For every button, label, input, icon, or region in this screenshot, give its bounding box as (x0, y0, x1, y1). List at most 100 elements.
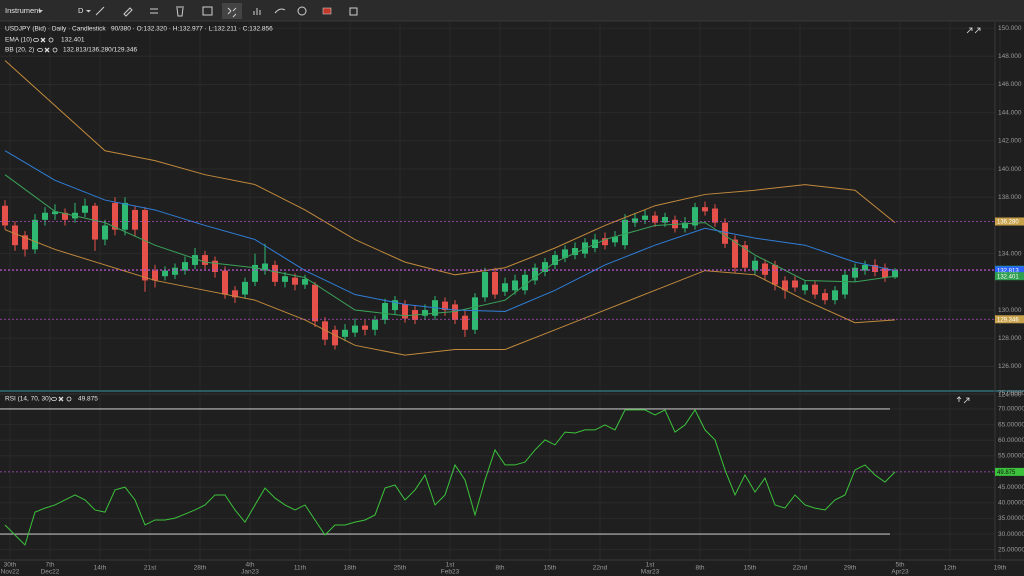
instrument-dropdown[interactable]: Instrument (5, 6, 41, 15)
dropdown-arrow (86, 10, 91, 13)
price-tag-label: 129.346 (997, 317, 1019, 323)
ohlc-readout: 90/380 · O:132.320 · H:132.977 · L:132.2… (111, 26, 273, 33)
candle-body (402, 304, 408, 319)
indicator-line (4, 150, 896, 312)
rsi-line (4, 408, 896, 546)
candle-body (712, 208, 718, 223)
y-tick-label: 134.000 (998, 250, 1022, 257)
candle-body (262, 263, 268, 271)
candle-body (862, 264, 868, 271)
x-tick-label: 1st (646, 562, 655, 569)
candle-body (492, 271, 498, 295)
candle-body (792, 280, 798, 288)
candle-body (152, 270, 158, 281)
maximize-icon[interactable] (966, 27, 981, 34)
toolbar (0, 0, 1024, 21)
candle-body (372, 319, 378, 330)
layout-tool[interactable] (202, 6, 213, 16)
candle-body (22, 235, 28, 250)
settings-icon[interactable] (66, 396, 72, 402)
price-plot (0, 60, 995, 356)
candle-body (142, 209, 148, 281)
candle-body (582, 242, 588, 254)
x-tick-label: 12th (944, 565, 957, 572)
y-tick-label: 128.000 (998, 335, 1022, 342)
candle-body (32, 219, 38, 250)
popout-tool[interactable] (349, 7, 358, 16)
price-tag-label: 132.401 (997, 274, 1019, 280)
candle-body (872, 264, 878, 272)
active-tool-bg (222, 3, 242, 19)
rsi-title: RSI (14, 70, 30) (5, 396, 51, 403)
theme-tool[interactable] (297, 6, 307, 16)
candle-body (662, 216, 668, 223)
candle-body (392, 300, 398, 311)
price-tag-label: 136.280 (997, 220, 1019, 226)
candle-body (352, 325, 358, 333)
candle-body (732, 239, 738, 268)
y-tick-label: 130.000 (998, 307, 1022, 314)
x-tick-label: 21st (144, 565, 156, 572)
candle-body (42, 212, 48, 220)
x-tick-label: 8th (695, 565, 704, 572)
remove-icon[interactable] (58, 396, 64, 402)
x-tick-sublabel: Nov22 (1, 569, 20, 576)
y-tick-label: 65.000000 (998, 421, 1024, 428)
language-flag[interactable] (322, 7, 332, 15)
price-tag (995, 272, 1024, 281)
indicator-name: BB (20, 2) (5, 47, 34, 54)
visibility-icon[interactable] (33, 38, 39, 43)
remove-icon[interactable] (44, 47, 50, 53)
candle-body (162, 270, 168, 277)
candle-body (422, 310, 428, 316)
period-dropdown[interactable]: D (78, 6, 84, 15)
x-tick-sublabel: Apr23 (891, 569, 909, 576)
candle-body (722, 222, 728, 244)
x-tick-label: 22nd (793, 565, 808, 572)
settings-icon[interactable] (52, 47, 58, 53)
candle-body (332, 329, 338, 346)
y-tick-label: 40.000000 (998, 499, 1024, 506)
candle-body (82, 205, 88, 213)
candle-body (272, 264, 278, 282)
settings-icon[interactable] (48, 37, 54, 43)
candle-body (702, 207, 708, 212)
candle-body (122, 202, 128, 230)
candle-body (102, 225, 108, 240)
legend-icons (33, 27, 981, 404)
x-tick-label: 4th (245, 562, 254, 569)
indicator-tool[interactable] (253, 8, 261, 15)
x-tick-label: 22nd (593, 565, 608, 572)
x-tick-label: 1st (446, 562, 455, 569)
visibility-icon[interactable] (51, 396, 57, 401)
fib-tool[interactable] (150, 8, 158, 14)
x-tick-label: 7th (45, 562, 54, 569)
delete-tool[interactable] (176, 6, 184, 17)
pencil-tool[interactable] (123, 7, 133, 17)
candle-body (652, 215, 658, 223)
candle-body (212, 260, 218, 272)
candle-body (302, 279, 308, 285)
remove-icon[interactable] (40, 37, 46, 43)
fit-tool[interactable] (227, 7, 237, 18)
candle-body (532, 267, 538, 281)
candle-body (752, 260, 758, 271)
candle-body (2, 205, 8, 226)
candle-body (782, 280, 788, 291)
candle-body (602, 238, 608, 246)
candle-body (522, 274, 528, 291)
panel-controls[interactable] (956, 396, 970, 404)
candle-body (772, 264, 778, 285)
candle-body (232, 290, 238, 298)
candle-body (642, 215, 648, 220)
share-tool[interactable] (274, 8, 286, 14)
candle-body (442, 301, 448, 311)
x-tick-label: 5th (895, 562, 904, 569)
y-tick-label: 142.000 (998, 138, 1022, 145)
x-tick-label: 29th (844, 565, 857, 572)
candle-body (252, 264, 258, 282)
visibility-icon[interactable] (37, 48, 43, 53)
y-tick-label: 146.000 (998, 81, 1022, 88)
draw-line-tool[interactable] (95, 6, 105, 16)
y-tick-label: 126.000 (998, 363, 1022, 370)
